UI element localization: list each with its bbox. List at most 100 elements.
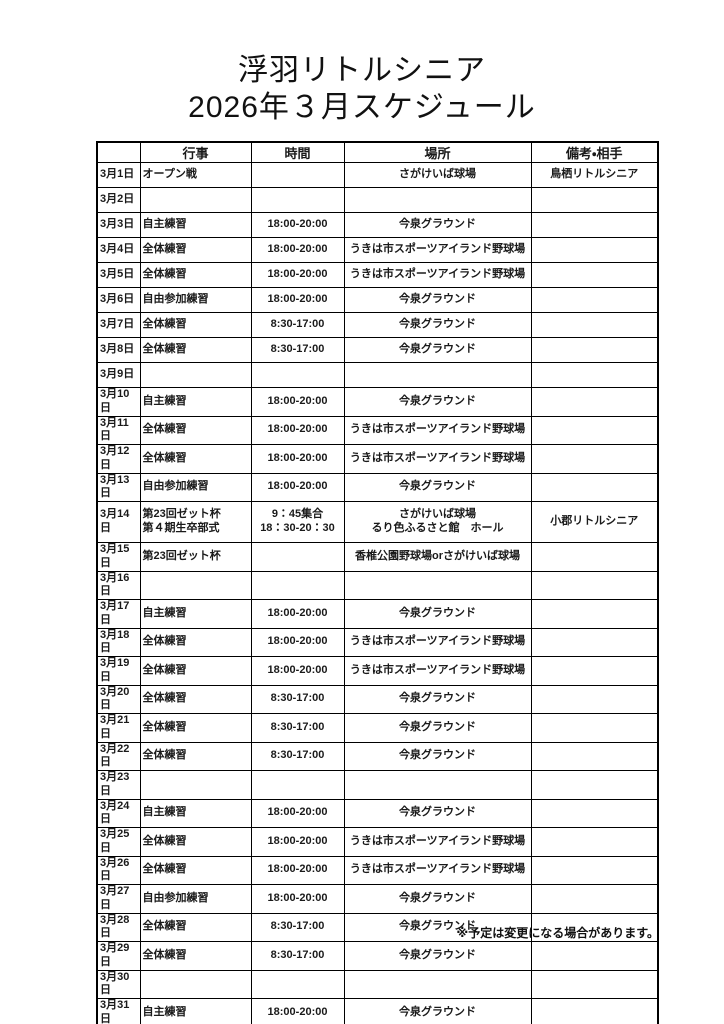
column-header-remarks: 備考・相手 [530,141,659,163]
table-row: 3月26日 全体練習 18:00-20:00 うきは市スポーツアイランド野球場 [96,855,659,885]
note-cell [530,884,659,914]
time-cell: 18:00-20:00 [250,884,345,914]
time-cell: 18:00-20:00 [250,627,345,657]
date-cell: 3月14日 [96,501,141,543]
table-row: 3月24日 自主練習 18:00-20:00 今泉グラウンド [96,798,659,828]
place-cell: うきは市スポーツアイランド野球場 [343,656,532,686]
event-cell [139,770,252,800]
time-cell: 18:00-20:00 [250,237,345,263]
note-cell [530,713,659,743]
date-cell: 3月16日 [96,570,141,600]
event-cell: 全体練習 [139,684,252,714]
date-cell: 3月28日 [96,912,141,942]
date-cell: 3月11日 [96,415,141,445]
table-row: 3月17日 自主練習 18:00-20:00 今泉グラウンド [96,599,659,629]
note-cell: 鳥栖リトルシニア [530,162,659,188]
place-cell: 今泉グラウンド [343,599,532,629]
event-cell: 全体練習 [139,237,252,263]
schedule-table-body: 3月1日 オープン戦 さがけいば球場 鳥栖リトルシニア 3月2日 3月3日 自主練習 18:0… [96,162,659,1024]
table-row: 3月4日 全体練習 18:00-20:00 うきは市スポーツアイランド野球場 [96,237,659,263]
time-cell: 18:00-20:00 [250,262,345,288]
note-cell [530,415,659,445]
event-cell [139,362,252,388]
place-cell: うきは市スポーツアイランド野球場 [343,827,532,857]
time-cell: 8:30-17:00 [250,741,345,771]
note-cell [530,472,659,502]
event-cell: 自主練習 [139,998,252,1024]
date-cell: 3月9日 [96,362,141,388]
event-cell: 全体練習 [139,415,252,445]
event-cell: 自主練習 [139,599,252,629]
place-cell [343,770,532,800]
table-row: 3月22日 全体練習 8:30-17:00 今泉グラウンド [96,741,659,771]
note-cell [530,542,659,572]
note-cell [530,741,659,771]
place-cell [343,969,532,999]
place-cell: うきは市スポーツアイランド野球場 [343,415,532,445]
event-cell: 自由参加練習 [139,287,252,313]
note-cell [530,362,659,388]
table-row: 3月5日 全体練習 18:00-20:00 うきは市スポーツアイランド野球場 [96,262,659,288]
date-cell: 3月20日 [96,684,141,714]
schedule-table: 行事 時間 場所 備考・相手 3月1日 オープン戦 さがけいば球場 鳥栖リトルシニア 3… [96,141,659,1024]
date-cell: 3月8日 [96,337,141,363]
place-cell: さがけいば球場 [343,162,532,188]
note-cell [530,187,659,213]
table-row: 3月10日 自主練習 18:00-20:00 今泉グラウンド [96,387,659,417]
note-cell: 小郡リトルシニア [530,501,659,543]
place-cell: 今泉グラウンド [343,798,532,828]
note-cell [530,684,659,714]
note-cell [530,855,659,885]
date-cell: 3月30日 [96,969,141,999]
note-cell [530,912,659,942]
event-cell: 自由参加練習 [139,472,252,502]
note-cell [530,627,659,657]
time-cell [250,362,345,388]
note-cell [530,212,659,238]
place-cell: 今泉グラウンド [343,337,532,363]
note-cell [530,770,659,800]
note-cell [530,656,659,686]
table-row: 3月27日 自由参加練習 18:00-20:00 今泉グラウンド [96,884,659,914]
table-row: 3月31日 自主練習 18:00-20:00 今泉グラウンド [96,998,659,1024]
place-cell: うきは市スポーツアイランド野球場 [343,262,532,288]
note-cell [530,798,659,828]
note-cell [530,444,659,474]
time-cell: 8:30-17:00 [250,912,345,942]
table-row: 3月8日 全体練習 8:30-17:00 今泉グラウンド [96,337,659,363]
event-cell: オープン戦 [139,162,252,188]
place-cell: 今泉グラウンド [343,741,532,771]
table-row: 3月25日 全体練習 18:00-20:00 うきは市スポーツアイランド野球場 [96,827,659,857]
place-cell: 今泉グラウンド [343,713,532,743]
header-row: 行事 時間 場所 備考・相手 [96,141,659,163]
time-cell: 18:00-20:00 [250,998,345,1024]
time-cell [250,187,345,213]
page-title: 浮羽リトルシニア 2026年３月スケジュール [0,52,724,126]
time-cell: 8:30-17:00 [250,941,345,971]
event-cell: 全体練習 [139,941,252,971]
time-cell: 18:00-20:00 [250,444,345,474]
time-cell: 8:30-17:00 [250,312,345,338]
column-header-time: 時間 [250,141,345,163]
event-cell [139,969,252,999]
table-row: 3月20日 全体練習 8:30-17:00 今泉グラウンド [96,684,659,714]
time-cell: 8:30-17:00 [250,684,345,714]
date-cell: 3月12日 [96,444,141,474]
date-cell: 3月26日 [96,855,141,885]
place-cell: 今泉グラウンド [343,884,532,914]
event-cell: 全体練習 [139,337,252,363]
date-cell: 3月10日 [96,387,141,417]
note-cell [530,969,659,999]
table-row: 3月12日 全体練習 18:00-20:00 うきは市スポーツアイランド野球場 [96,444,659,474]
date-cell: 3月17日 [96,599,141,629]
time-cell: 18:00-20:00 [250,798,345,828]
time-cell: 18:00-20:00 [250,827,345,857]
note-cell [530,941,659,971]
table-row: 3月30日 [96,969,659,999]
place-cell: 今泉グラウンド [343,312,532,338]
table-row: 3月16日 [96,570,659,600]
event-cell: 第23回ゼット杯 第４期生卒部式 [139,501,252,543]
footer-note: ※予定は変更になる場合があります。 [456,926,659,940]
note-cell [530,337,659,363]
event-cell: 全体練習 [139,855,252,885]
